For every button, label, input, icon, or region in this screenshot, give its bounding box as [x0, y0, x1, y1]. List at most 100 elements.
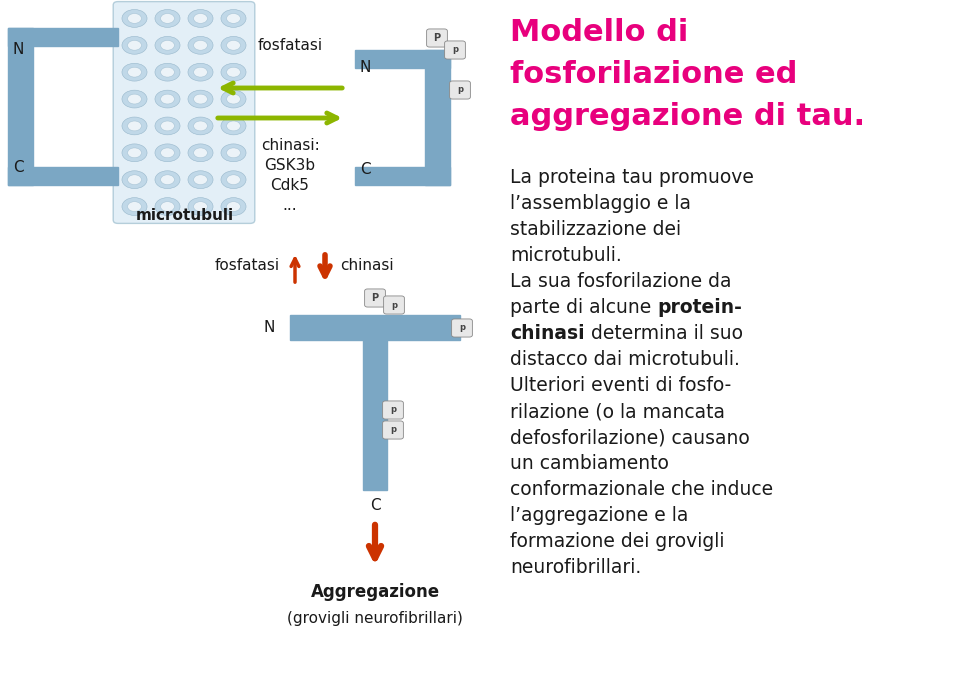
- Circle shape: [188, 36, 213, 55]
- Circle shape: [128, 14, 141, 23]
- Text: p: p: [391, 301, 397, 310]
- Text: N: N: [12, 42, 24, 57]
- Circle shape: [122, 170, 147, 189]
- Circle shape: [194, 175, 207, 185]
- Circle shape: [155, 198, 180, 216]
- Circle shape: [227, 94, 240, 104]
- Circle shape: [227, 68, 240, 77]
- Circle shape: [122, 90, 147, 108]
- Circle shape: [221, 10, 246, 27]
- Text: un cambiamento: un cambiamento: [510, 454, 669, 473]
- Circle shape: [160, 121, 175, 131]
- FancyBboxPatch shape: [383, 421, 403, 439]
- Text: chinasi: chinasi: [510, 324, 585, 343]
- Circle shape: [188, 63, 213, 81]
- Text: determina il suo: determina il suo: [585, 324, 743, 343]
- Circle shape: [128, 148, 141, 158]
- Circle shape: [160, 175, 175, 185]
- Text: fosforilazione ed: fosforilazione ed: [510, 60, 798, 89]
- Text: p: p: [457, 85, 463, 95]
- FancyBboxPatch shape: [365, 289, 385, 307]
- Circle shape: [221, 36, 246, 55]
- Text: chinasi:: chinasi:: [260, 138, 320, 153]
- Circle shape: [227, 148, 240, 158]
- Circle shape: [122, 117, 147, 135]
- Circle shape: [128, 94, 141, 104]
- Circle shape: [194, 14, 207, 23]
- Polygon shape: [8, 28, 118, 46]
- Circle shape: [221, 198, 246, 216]
- Text: La sua fosforilazione da: La sua fosforilazione da: [510, 272, 732, 291]
- Text: P: P: [433, 33, 441, 43]
- Circle shape: [221, 117, 246, 135]
- Circle shape: [122, 144, 147, 162]
- Polygon shape: [424, 50, 450, 185]
- Text: p: p: [459, 323, 465, 333]
- Circle shape: [188, 170, 213, 189]
- Circle shape: [194, 68, 207, 77]
- Circle shape: [194, 94, 207, 104]
- Circle shape: [160, 94, 175, 104]
- Text: chinasi: chinasi: [340, 258, 394, 273]
- FancyBboxPatch shape: [383, 401, 403, 419]
- Circle shape: [122, 36, 147, 55]
- Polygon shape: [8, 28, 34, 185]
- Text: l’aggregazione e la: l’aggregazione e la: [510, 506, 688, 525]
- Text: Cdk5: Cdk5: [271, 178, 309, 193]
- Text: parte di alcune: parte di alcune: [510, 298, 658, 317]
- Circle shape: [155, 90, 180, 108]
- Text: p: p: [390, 406, 396, 415]
- Text: microtubuli: microtubuli: [136, 207, 234, 222]
- Text: P: P: [372, 293, 378, 303]
- Circle shape: [227, 14, 240, 23]
- Text: rilazione (o la mancata: rilazione (o la mancata: [510, 402, 725, 421]
- Text: p: p: [452, 46, 458, 55]
- FancyBboxPatch shape: [113, 1, 254, 224]
- Circle shape: [128, 121, 141, 131]
- Circle shape: [221, 90, 246, 108]
- Text: conformazionale che induce: conformazionale che induce: [510, 480, 773, 499]
- FancyBboxPatch shape: [384, 296, 404, 314]
- Text: N: N: [359, 61, 371, 76]
- Circle shape: [188, 198, 213, 216]
- Text: fosfatasi: fosfatasi: [257, 38, 323, 53]
- Text: C: C: [370, 497, 380, 512]
- Circle shape: [128, 175, 141, 185]
- Text: p: p: [390, 426, 396, 434]
- Text: Aggregazione: Aggregazione: [310, 583, 440, 601]
- Text: GSK3b: GSK3b: [264, 158, 316, 173]
- Text: protein-: protein-: [658, 298, 742, 317]
- Circle shape: [155, 170, 180, 189]
- Text: ...: ...: [282, 198, 298, 213]
- FancyBboxPatch shape: [449, 81, 470, 99]
- Circle shape: [188, 117, 213, 135]
- Text: microtubuli.: microtubuli.: [510, 246, 622, 265]
- Text: stabilizzazione dei: stabilizzazione dei: [510, 220, 682, 239]
- Text: Modello di: Modello di: [510, 18, 688, 47]
- Circle shape: [160, 40, 175, 50]
- Circle shape: [160, 14, 175, 23]
- Polygon shape: [355, 50, 450, 68]
- Circle shape: [221, 63, 246, 81]
- Text: (grovigli neurofibrillari): (grovigli neurofibrillari): [287, 610, 463, 625]
- Text: l’assemblaggio e la: l’assemblaggio e la: [510, 194, 691, 213]
- Text: neurofibrillari.: neurofibrillari.: [510, 558, 641, 577]
- Text: Ulteriori eventi di fosfo-: Ulteriori eventi di fosfo-: [510, 376, 732, 395]
- Text: distacco dai microtubuli.: distacco dai microtubuli.: [510, 350, 740, 369]
- Text: defosforilazione) causano: defosforilazione) causano: [510, 428, 750, 447]
- Circle shape: [221, 144, 246, 162]
- Circle shape: [221, 170, 246, 189]
- Circle shape: [122, 63, 147, 81]
- Circle shape: [194, 121, 207, 131]
- Circle shape: [128, 40, 141, 50]
- Circle shape: [227, 202, 240, 211]
- Text: La proteina tau promuove: La proteina tau promuove: [510, 168, 754, 187]
- Circle shape: [188, 10, 213, 27]
- Circle shape: [122, 10, 147, 27]
- Circle shape: [227, 121, 240, 131]
- Polygon shape: [290, 315, 460, 340]
- Circle shape: [160, 148, 175, 158]
- Circle shape: [227, 40, 240, 50]
- Circle shape: [122, 198, 147, 216]
- Circle shape: [194, 40, 207, 50]
